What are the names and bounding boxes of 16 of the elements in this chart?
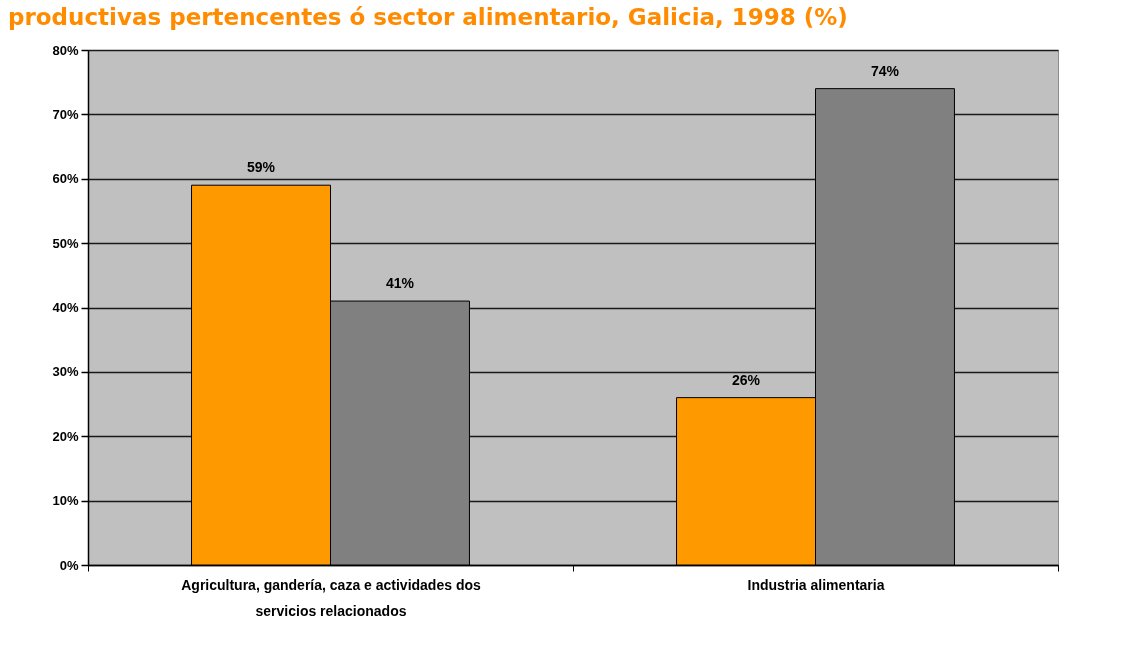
data-label: 74% — [870, 62, 900, 79]
y-tick-label: 0% — [59, 557, 79, 573]
x-tick-label: Industria alimentaria — [747, 576, 885, 593]
y-tick-label: 10% — [52, 493, 79, 509]
chart-title: productivas pertencentes ó sector alimentario, Galicia, 1998 (%) — [8, 4, 848, 30]
data-label: 41% — [385, 275, 415, 292]
y-tick-label: 50% — [52, 235, 79, 251]
y-tick-label: 60% — [52, 171, 79, 187]
y-tick-label: 30% — [52, 364, 79, 380]
y-tick-label: 80% — [52, 42, 79, 58]
y-tick-label: 20% — [52, 428, 79, 444]
y-tick-label: 40% — [52, 300, 79, 315]
data-label: 26% — [732, 371, 761, 388]
data-label: 59% — [247, 159, 276, 176]
y-tick-label: 70% — [52, 106, 79, 122]
x-tick-label: Agricultura, gandería, caza e actividades dos servicios relacionados — [181, 576, 481, 619]
